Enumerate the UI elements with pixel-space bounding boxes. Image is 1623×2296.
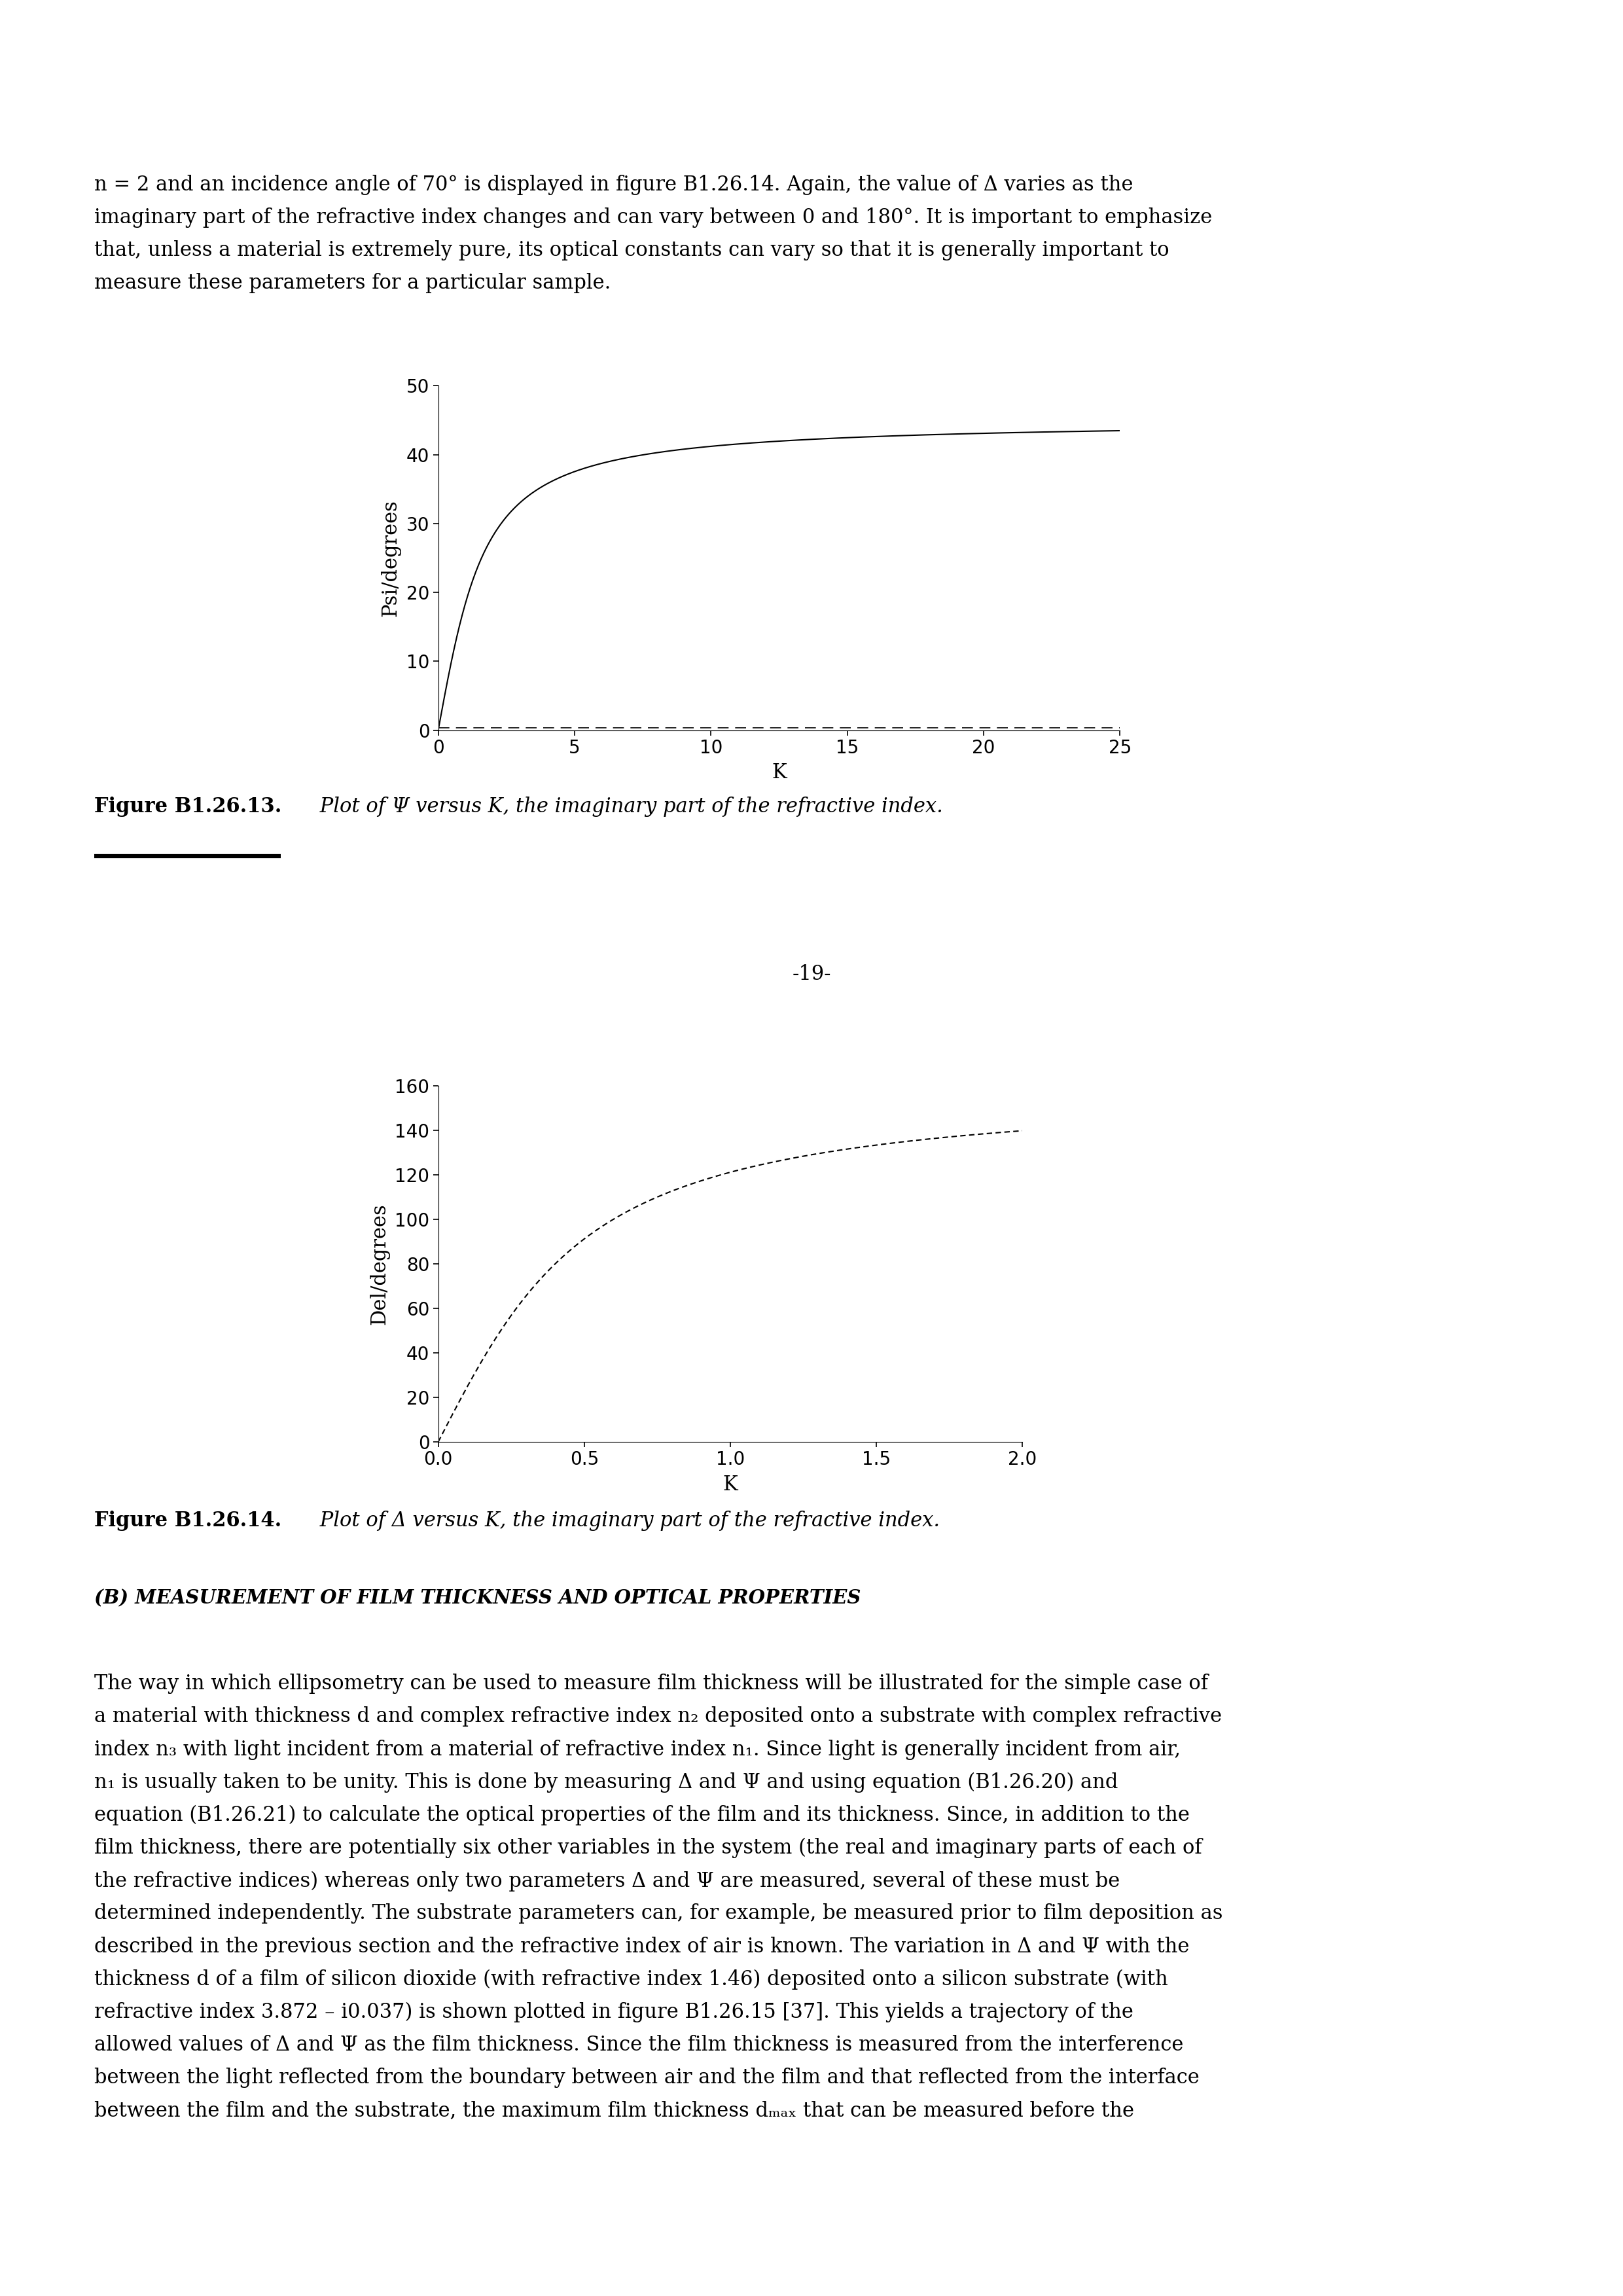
Text: determined independently. The substrate parameters can, for example, be measured: determined independently. The substrate … xyxy=(94,1903,1222,1924)
Text: n₁ is usually taken to be unity. This is done by measuring Δ and Ψ and using equ: n₁ is usually taken to be unity. This is… xyxy=(94,1773,1118,1793)
Y-axis label: Del/degrees: Del/degrees xyxy=(368,1203,390,1325)
Text: measure these parameters for a particular sample.: measure these parameters for a particula… xyxy=(94,273,610,294)
Text: imaginary part of the refractive index changes and can vary between 0 and 180°. : imaginary part of the refractive index c… xyxy=(94,207,1212,227)
Text: film thickness, there are potentially six other variables in the system (the rea: film thickness, there are potentially si… xyxy=(94,1837,1203,1857)
Text: Plot of Ψ versus K, the imaginary part of the refractive index.: Plot of Ψ versus K, the imaginary part o… xyxy=(313,797,943,817)
Text: refractive index 3.872 – i0.037) is shown plotted in figure B1.26.15 [37]. This : refractive index 3.872 – i0.037) is show… xyxy=(94,2002,1133,2023)
Text: that, unless a material is extremely pure, its optical constants can vary so tha: that, unless a material is extremely pur… xyxy=(94,241,1169,259)
Text: Plot of Δ versus K, the imaginary part of the refractive index.: Plot of Δ versus K, the imaginary part o… xyxy=(313,1511,940,1531)
X-axis label: K: K xyxy=(722,1474,738,1495)
Text: between the film and the substrate, the maximum film thickness dₘₐₓ that can be : between the film and the substrate, the … xyxy=(94,2101,1134,2122)
Text: The way in which ellipsometry can be used to measure film thickness will be illu: The way in which ellipsometry can be use… xyxy=(94,1674,1208,1694)
Y-axis label: Psi/degrees: Psi/degrees xyxy=(381,501,401,615)
Text: -19-: -19- xyxy=(792,964,831,985)
Text: thickness d of a film of silicon dioxide (with refractive index 1.46) deposited : thickness d of a film of silicon dioxide… xyxy=(94,1970,1169,1991)
Text: index n₃ with light incident from a material of refractive index n₁. Since light: index n₃ with light incident from a mate… xyxy=(94,1740,1180,1759)
Text: (B) MEASUREMENT OF FILM THICKNESS AND OPTICAL PROPERTIES: (B) MEASUREMENT OF FILM THICKNESS AND OP… xyxy=(94,1589,860,1607)
Text: n = 2 and an incidence angle of 70° is displayed in figure B1.26.14. Again, the : n = 2 and an incidence angle of 70° is d… xyxy=(94,174,1133,195)
X-axis label: K: K xyxy=(771,762,787,783)
Text: the refractive indices) whereas only two parameters Δ and Ψ are measured, severa: the refractive indices) whereas only two… xyxy=(94,1871,1120,1892)
Text: described in the previous section and the refractive index of air is known. The : described in the previous section and th… xyxy=(94,1936,1190,1956)
Text: between the light reflected from the boundary between air and the film and that : between the light reflected from the bou… xyxy=(94,2069,1199,2087)
Text: a material with thickness d and complex refractive index n₂ deposited onto a sub: a material with thickness d and complex … xyxy=(94,1706,1222,1727)
Text: equation (B1.26.21) to calculate the optical properties of the film and its thic: equation (B1.26.21) to calculate the opt… xyxy=(94,1805,1190,1825)
Text: Figure B1.26.13.: Figure B1.26.13. xyxy=(94,797,281,817)
Text: Figure B1.26.14.: Figure B1.26.14. xyxy=(94,1511,281,1531)
Text: allowed values of Δ and Ψ as the film thickness. Since the film thickness is mea: allowed values of Δ and Ψ as the film th… xyxy=(94,2034,1183,2055)
